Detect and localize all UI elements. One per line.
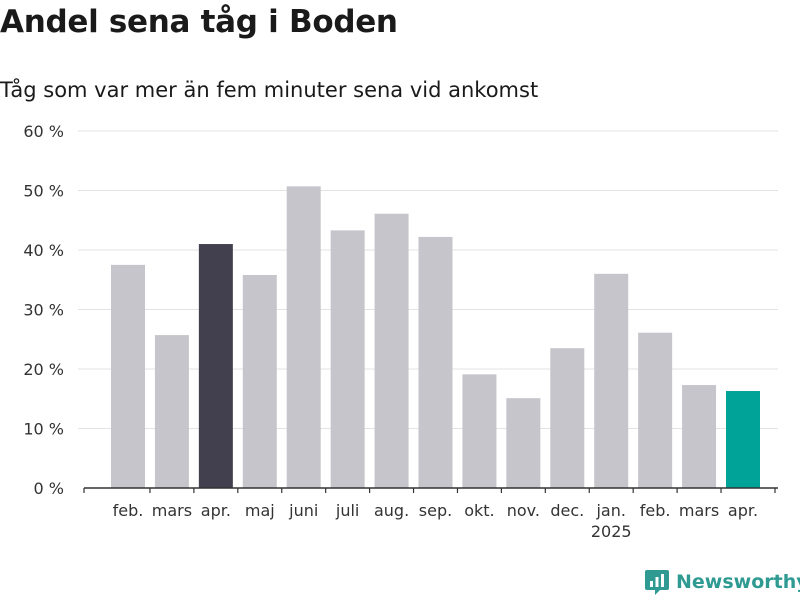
bar-12 [594,273,629,488]
bar-11 [550,348,585,488]
x-tick-label: feb. [640,501,671,520]
bars [111,186,760,489]
bar-14 [682,385,717,488]
brand-name: Newsworthy [676,571,800,593]
x-tick-label: dec. [550,501,584,520]
bar-1 [111,264,145,488]
chart-subtitle: Tåg som var mer än fem minuter sena vid … [0,78,539,102]
x-tick-label: juli [335,501,359,520]
x-tick-label: jan. [595,501,625,520]
x-tick-label: juni [288,501,318,520]
y-tick-label: 10 % [23,420,64,439]
y-axis-labels: 0 % 10 % 20 % 30 % 40 % 50 % 60 % [23,122,64,498]
y-tick-label: 40 % [23,241,64,260]
bar-15 [726,391,760,488]
chart-title: Andel sena tåg i Boden [0,4,398,40]
y-tick-label: 60 % [23,122,64,141]
x-tick-label: nov. [507,501,540,520]
bar-10 [506,398,541,488]
x-tick-label: okt. [464,501,494,520]
x-axis-labels: feb. mars apr. maj juni juli aug. sep. okt. nov. d… [113,501,758,541]
x-year-label: 2025 [591,522,632,541]
bar-chart: 0 % 10 % 20 % 30 % 40 % 50 % 60 % feb. mars apr.… [23,122,778,541]
x-tick-label: mars [679,501,719,520]
newsworthy-logo: Newsworthy [644,568,800,596]
x-axis [83,487,778,493]
bar-5 [286,186,321,488]
bar-3 [198,244,233,488]
x-tick-label: aug. [374,501,409,520]
x-tick-label: feb. [113,501,144,520]
bar-6 [330,230,365,489]
x-tick-label: apr. [201,501,231,520]
y-tick-label: 0 % [34,479,64,498]
bar-2 [154,335,189,488]
x-tick-label: apr. [728,501,758,520]
y-tick-label: 20 % [23,360,64,379]
bar-13 [638,332,673,488]
bar-7 [374,213,409,488]
y-tick-label: 30 % [23,301,64,320]
x-tick-label: mars [152,501,192,520]
bar-4 [242,274,277,488]
newsworthy-logo-icon [645,570,669,595]
x-tick-label: sep. [419,501,452,520]
bar-9 [462,374,497,488]
y-tick-label: 50 % [23,182,64,201]
x-tick-label: maj [245,501,275,520]
bar-8 [418,236,453,488]
